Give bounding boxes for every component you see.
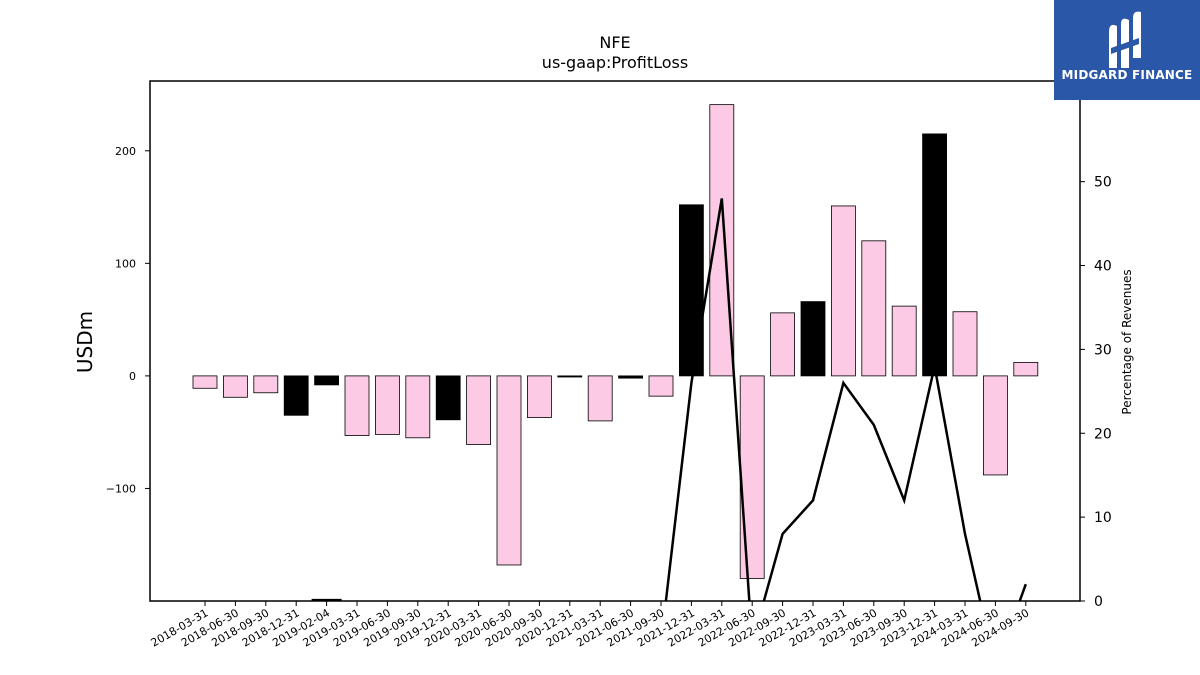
bar — [496, 375, 522, 566]
series-line — [664, 198, 1027, 601]
y-tick-label: 100 — [115, 257, 136, 270]
bar — [314, 375, 340, 386]
bar — [1013, 361, 1039, 377]
chart-subtitle: us-gaap:ProfitLoss — [542, 53, 688, 72]
midgard-logo-icon — [1109, 11, 1141, 68]
bar — [861, 240, 887, 377]
bar — [405, 375, 431, 439]
y-tick-label: 0 — [129, 370, 136, 383]
bar — [983, 375, 1008, 476]
bar — [800, 301, 826, 377]
plot-area: −1000100200010203040502018-03-312018-06-… — [106, 80, 1112, 650]
bar — [283, 375, 309, 416]
bar — [922, 133, 947, 377]
bar — [679, 204, 704, 377]
y-axis-label: USDm — [73, 311, 97, 373]
y2-axis-label: Percentage of Revenues — [1120, 269, 1134, 414]
bar — [618, 375, 643, 379]
logo: MIDGARD FINANCE — [1054, 0, 1200, 100]
y2-tick-label: 40 — [1094, 259, 1112, 275]
logo-text: MIDGARD FINANCE — [1061, 68, 1193, 82]
bar — [891, 305, 917, 377]
plot-frame — [149, 80, 1081, 602]
bar — [253, 375, 279, 394]
bar — [466, 375, 492, 445]
y2-tick-label: 20 — [1094, 426, 1112, 442]
bar — [739, 375, 765, 579]
bar — [648, 375, 674, 397]
y-tick-label: 200 — [115, 145, 136, 158]
bar — [831, 205, 856, 377]
bar — [770, 312, 795, 377]
bar — [222, 375, 248, 398]
y2-tick-label: 10 — [1094, 510, 1112, 526]
bar — [557, 375, 583, 378]
bar — [435, 375, 461, 421]
bar — [952, 311, 978, 377]
bar — [374, 375, 400, 435]
bar — [527, 375, 552, 418]
y2-tick-label: 50 — [1094, 175, 1112, 191]
bar — [344, 375, 370, 436]
y-tick-label: −100 — [106, 482, 136, 495]
y2-tick-label: 30 — [1094, 342, 1112, 358]
bar — [587, 375, 613, 422]
y2-tick-label: 0 — [1094, 594, 1103, 610]
chart-title: NFE — [599, 33, 630, 52]
bar — [192, 375, 218, 389]
